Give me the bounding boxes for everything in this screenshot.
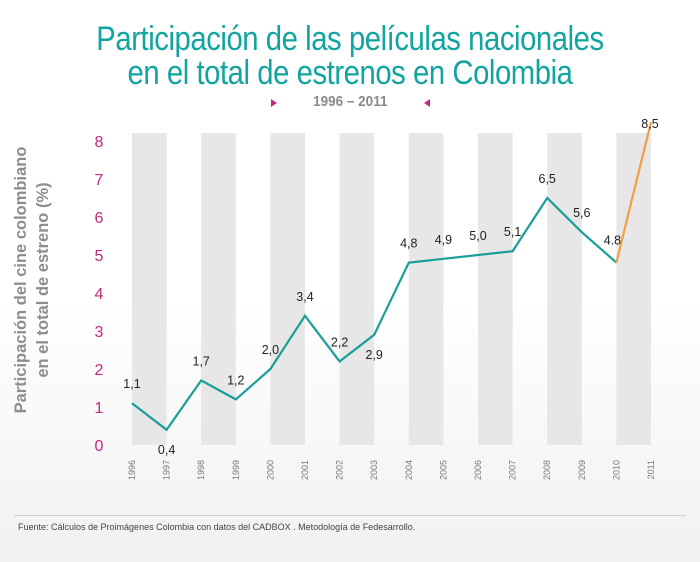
x-tick-label: 2009: [577, 460, 587, 480]
x-tick-label: 1998: [196, 460, 206, 480]
data-label: 5,1: [504, 225, 521, 239]
background-band: [478, 133, 513, 445]
data-label: 5,0: [469, 229, 486, 243]
x-tick-label: 1996: [127, 460, 137, 480]
x-tick-label: 2008: [542, 460, 552, 480]
chart-subtitle: 1996 – 2011: [312, 93, 388, 110]
data-label: 4.8: [604, 234, 621, 248]
x-tick-label: 2002: [335, 460, 345, 480]
x-tick-label: 2010: [611, 460, 621, 480]
background-band: [132, 133, 167, 445]
x-tick-label: 2001: [300, 460, 310, 480]
data-label: 2,2: [331, 335, 348, 349]
y-tick-label: 8: [95, 134, 104, 151]
x-tick-label: 2006: [473, 460, 483, 480]
source-note: Fuente: Cálculos de Proimágenes Colombia…: [18, 522, 416, 532]
x-tick-label: 2005: [438, 460, 448, 480]
data-label: 6,5: [539, 172, 556, 186]
data-label: 0,4: [158, 443, 175, 457]
background-band: [408, 133, 444, 445]
y-tick-label: 5: [95, 248, 104, 265]
data-label: 1,2: [227, 373, 244, 387]
chart-title-line-2: en el total de estrenos en Colombia: [127, 54, 573, 92]
y-tick-label: 6: [95, 210, 104, 227]
footer-divider: [14, 515, 686, 516]
y-tick-label: 2: [95, 362, 104, 379]
y-tick-label: 4: [95, 286, 104, 303]
data-label: 2,0: [262, 343, 279, 357]
subtitle-right-marker-icon: [424, 99, 430, 107]
x-tick-label: 2000: [265, 460, 275, 480]
background-band: [339, 133, 375, 445]
y-tick-label: 7: [95, 172, 104, 189]
data-label: 8,5: [641, 117, 658, 131]
x-tick-label: 2007: [508, 460, 518, 480]
y-tick-label: 1: [95, 400, 104, 417]
x-tick-label: 2003: [369, 460, 379, 480]
subtitle-left-marker-icon: [271, 99, 277, 107]
data-label: 5,6: [573, 206, 590, 220]
data-label: 4,9: [435, 233, 452, 247]
series-line: [131, 196, 618, 432]
y-tick-label: 3: [95, 324, 104, 341]
background-band: [201, 133, 236, 445]
background-band: [270, 133, 305, 445]
data-label: 1,1: [123, 377, 140, 391]
highlight-line-segment: [615, 121, 653, 263]
subtitle-row: 1996 – 2011: [0, 93, 700, 113]
x-tick-label: 1997: [162, 460, 172, 480]
chart-title-line-1: Participación de las películas nacionale…: [96, 20, 604, 58]
data-label: 2,9: [366, 348, 383, 362]
data-label: 1,7: [193, 354, 210, 368]
x-tick-label: 2011: [646, 460, 656, 479]
background-band: [616, 133, 651, 445]
background-band: [547, 133, 582, 445]
chart-title: Participación de las películas nacionale…: [49, 22, 651, 90]
x-tick-label: 2004: [404, 460, 414, 480]
data-label: 3,4: [296, 290, 313, 304]
data-label: 4,8: [400, 237, 417, 251]
y-tick-label: 0: [95, 438, 104, 455]
x-tick-label: 1999: [231, 460, 241, 480]
